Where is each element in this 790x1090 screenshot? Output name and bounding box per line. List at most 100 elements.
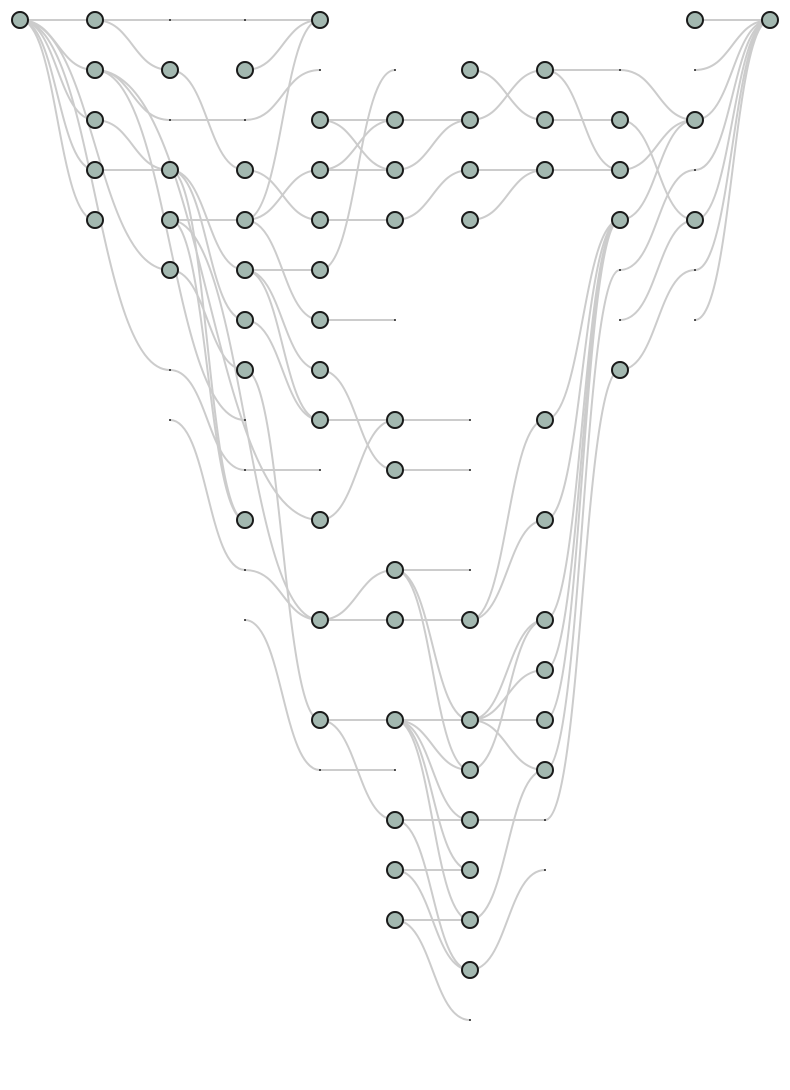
edge-b0-c1 [94,19,171,71]
waypoint-e9 [319,469,321,471]
node-g2 [461,111,479,129]
edge-h16-i7 [544,369,621,821]
waypoint-d2 [244,119,246,121]
node-f12 [386,611,404,629]
node-e2 [311,111,329,129]
node-g16 [461,811,479,829]
waypoint-d0 [244,19,246,21]
edge-g14-h15 [469,719,546,771]
node-g3 [461,161,479,179]
waypoint-i1 [619,69,621,71]
edge-a0-b4 [19,19,96,221]
edge-d5-e8 [244,269,321,421]
edge-d11-e12 [244,569,321,621]
node-e3 [311,161,329,179]
node-f11 [386,561,404,579]
edge-e3-f2 [319,119,396,171]
waypoint-j5 [694,269,696,271]
edge-b2-c3 [94,119,171,171]
node-b0 [86,11,104,29]
node-f2 [386,111,404,129]
node-j4 [686,211,704,229]
edge-f3-g2 [394,119,471,171]
edge-e10-f8 [319,419,396,521]
edges-group [19,19,771,1021]
edge-d5-e7 [244,269,321,371]
node-c4 [161,211,179,229]
node-d6 [236,311,254,329]
edge-h10-i4 [544,219,621,521]
edge-d1-e0 [244,19,321,71]
node-g1 [461,61,479,79]
node-e10 [311,511,329,529]
node-e6 [311,311,329,329]
node-i2 [611,111,629,129]
edge-g4-h3 [469,169,546,221]
edge-i1-j2 [619,69,696,121]
edge-j2-k0 [694,19,771,121]
node-f17 [386,861,404,879]
node-g17 [461,861,479,879]
edge-f14-g15 [394,719,471,771]
edge-j5-k0 [694,19,771,271]
node-e4 [311,211,329,229]
edge-i3-j2 [619,119,696,171]
node-c3 [161,161,179,179]
edge-i4-j2 [619,119,696,221]
edge-i6-j4 [619,219,696,321]
edge-g12-h8 [469,419,546,621]
node-f8 [386,411,404,429]
waypoint-d11 [244,569,246,571]
node-g12 [461,611,479,629]
node-h10 [536,511,554,529]
edge-f18-g20 [394,919,471,1021]
node-k0 [761,11,779,29]
edge-a0-b2 [19,19,96,121]
edge-c5-d7 [169,269,246,371]
node-h14 [536,711,554,729]
node-b1 [86,61,104,79]
node-i3 [611,161,629,179]
edge-e12-f11 [319,569,396,621]
node-d4 [236,211,254,229]
waypoint-c2 [169,119,171,121]
waypoint-g9 [469,469,471,471]
edge-g15-h12 [469,619,546,771]
edge-c8-d11 [169,419,246,571]
node-c5 [161,261,179,279]
node-g4 [461,211,479,229]
node-i4 [611,211,629,229]
edge-c3-d6 [169,169,246,321]
waypoint-j3 [694,169,696,171]
edge-h8-i4 [544,219,621,421]
waypoint-f6 [394,319,396,321]
nodes-group [11,11,779,979]
edge-c4-d10 [169,219,246,521]
waypoint-c7 [169,369,171,371]
edge-f14-g17 [394,719,471,871]
waypoint-e1 [319,69,321,71]
edge-j1-k0 [694,19,771,71]
edge-d2-e1 [244,69,321,121]
node-h12 [536,611,554,629]
waypoint-e15 [319,769,321,771]
edge-c7-d9 [169,369,246,471]
edge-d4-e3 [244,169,321,221]
edge-h15-i5 [544,269,621,771]
edge-b1-e10 [94,69,321,521]
node-j2 [686,111,704,129]
waypoint-c8 [169,419,171,421]
edge-d4-e0 [244,19,321,221]
edge-f11-g14 [394,569,471,721]
node-h15 [536,761,554,779]
node-e8 [311,411,329,429]
edge-f14-g16 [394,719,471,821]
edge-d7-e14 [244,369,321,721]
node-j0 [686,11,704,29]
waypoint-h17 [544,869,546,871]
edge-f11-g15 [394,569,471,771]
edge-d12-e15 [244,619,321,771]
edge-g12-h10 [469,519,546,621]
waypoint-g11 [469,569,471,571]
